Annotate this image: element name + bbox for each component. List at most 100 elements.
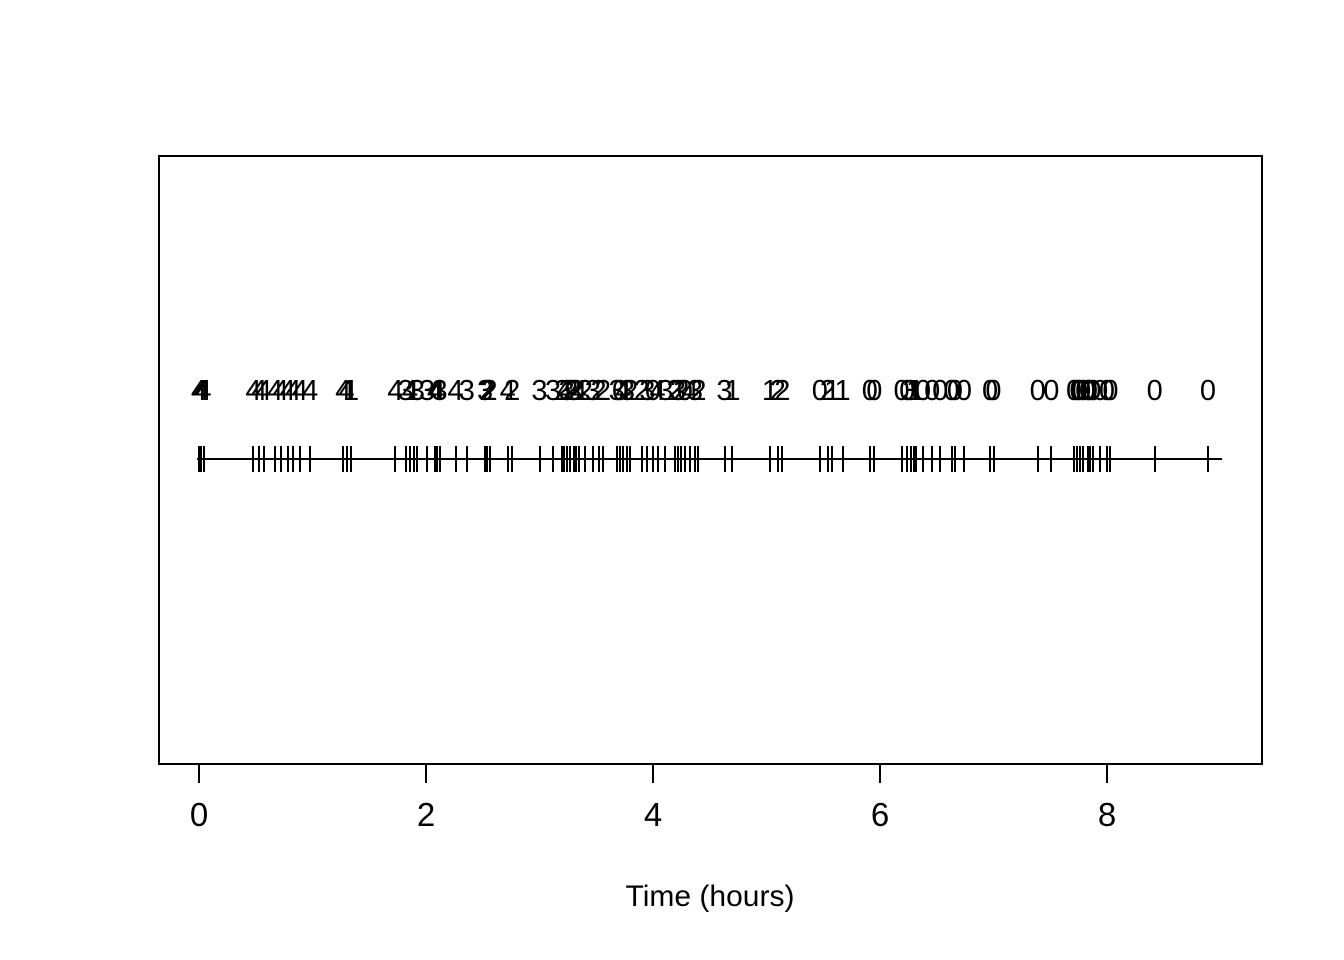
event-count-label: 4 [402,375,419,407]
event-count-label: 3 [608,375,625,407]
event-count-label: 1 [343,375,360,407]
event-count-label: 4 [649,375,666,407]
event-count-label: 3 [419,375,436,407]
event-count-label: 4 [255,375,272,407]
event-count-label: 2 [479,375,496,407]
event-count-label: 4 [279,375,296,407]
event-count-label: 2 [774,375,791,407]
event-count-label: 0 [915,375,932,407]
event-count-label: 0 [1146,375,1163,407]
event-count-label: 4 [291,375,309,407]
event-count-label: 0 [1075,375,1092,407]
event-count-label: 0 [644,375,662,407]
x-axis-tick-label: 6 [870,796,890,833]
event-count-label: 0 [1199,375,1217,407]
event-count-label: 3 [431,375,448,407]
event-count-label: 1 [405,375,422,407]
event-count-label: 0 [985,375,1002,407]
event-count-label: 2 [576,375,593,407]
event-count-label: 2 [554,375,571,407]
x-axis-tick [425,765,427,783]
timeline-baseline [196,458,1222,460]
event-count-label: 1 [724,375,741,407]
event-count-label: 0 [1092,375,1109,407]
x-axis-tick-label: 2 [416,796,436,833]
event-count-label: 3 [639,375,656,407]
event-count-label: 4 [447,375,464,407]
event-count-label: 0 [1029,375,1046,407]
event-count-label: 0 [1102,375,1119,407]
event-count-label: 0 [982,375,999,407]
event-count-label: 2 [504,375,521,407]
event-count-label: 4 [387,375,404,407]
event-count-label: 2 [673,375,690,407]
event-count-label: 2 [562,375,579,407]
event-count-label: 2 [690,375,707,407]
event-count-label: 0 [924,375,941,407]
event-count-label: 3 [686,375,704,407]
event-count-label: 0 [893,375,910,407]
event-count-label: 1 [905,375,923,407]
event-count-label: 3 [618,375,635,407]
event-count-label: 3 [657,375,674,407]
event-count-label: 0 [1069,375,1086,407]
event-count-label: 2 [481,375,498,407]
event-count-label: 2 [633,375,650,407]
event-count-label: 4 [245,375,262,407]
event-count-label: 4 [195,375,212,407]
event-count-label: 4 [427,375,444,407]
x-axis-tick [879,765,881,783]
event-count-label: 0 [955,375,973,407]
event-count-label: 4 [302,375,319,407]
event-count-label: 2 [666,375,683,407]
event-count-label: 3 [902,375,919,407]
event-count-label: 0 [1071,375,1088,407]
event-count-label: 4 [272,375,289,407]
event-count-label: 0 [811,375,828,407]
event-count-label: 0 [1043,375,1060,407]
event-count-label: 0 [612,375,629,407]
event-count-label: 0 [861,375,878,407]
event-count-label: 4 [266,375,284,407]
x-axis-tick-label: 4 [643,796,663,833]
event-count-label: 2 [622,375,639,407]
event-count-label: 4 [251,375,268,407]
event-count-label: 4 [190,375,208,407]
event-count-label: 0 [943,375,960,407]
event-count-label: 4 [429,375,446,407]
plot-area-border [158,155,1263,765]
event-count-label: 4 [338,375,355,407]
event-count-label: 0 [1098,375,1116,407]
event-count-label: 3 [458,375,475,407]
event-count-label: 2 [567,375,584,407]
x-axis-tick [652,765,654,783]
event-count-label: 4 [615,375,632,407]
event-count-label: 2 [594,375,612,407]
event-count-label: 1 [824,375,841,407]
event-count-label: 4 [499,375,516,407]
event-count-label: 3 [408,375,425,407]
event-count-label: 0 [866,375,883,407]
event-count-label: 3 [476,375,494,407]
event-count-label: 4 [193,375,210,407]
event-count-label: 3 [531,375,548,407]
event-count-label: 0 [676,375,693,407]
event-count-label: 3 [716,375,733,407]
x-axis-tick [1106,765,1108,783]
event-count-label: 3 [397,375,414,407]
event-count-label: 2 [819,375,836,407]
event-count-label: 0 [932,375,949,407]
x-axis-tick-label: 8 [1097,796,1117,833]
event-count-label: 3 [565,375,582,407]
event-count-label: 4 [285,375,302,407]
event-count-label: 0 [1079,375,1096,407]
event-count-label: 3 [584,375,601,407]
event-count-label: 3 [545,375,562,407]
event-count-label: 4 [556,375,573,407]
event-count-label: 0 [1085,375,1102,407]
event-count-label: 0 [899,375,916,407]
x-axis-title: Time (hours) [625,880,795,913]
event-count-label: 3 [669,375,687,407]
event-count-label: 0 [946,375,963,407]
event-count-label: 3 [558,375,575,407]
